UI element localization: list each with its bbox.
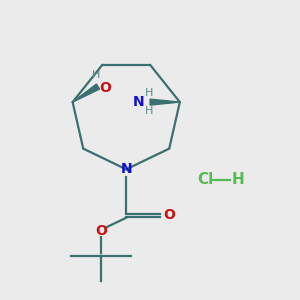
Polygon shape: [73, 84, 100, 102]
Text: O: O: [100, 81, 111, 95]
Text: O: O: [163, 208, 175, 222]
Text: O: O: [95, 224, 107, 238]
Text: H: H: [232, 172, 244, 187]
Text: H: H: [145, 106, 154, 116]
Text: N: N: [133, 95, 145, 109]
Text: H: H: [92, 70, 101, 80]
Text: N: N: [120, 162, 132, 176]
Text: H: H: [145, 88, 154, 98]
Polygon shape: [150, 99, 180, 105]
Text: Cl: Cl: [198, 172, 214, 187]
